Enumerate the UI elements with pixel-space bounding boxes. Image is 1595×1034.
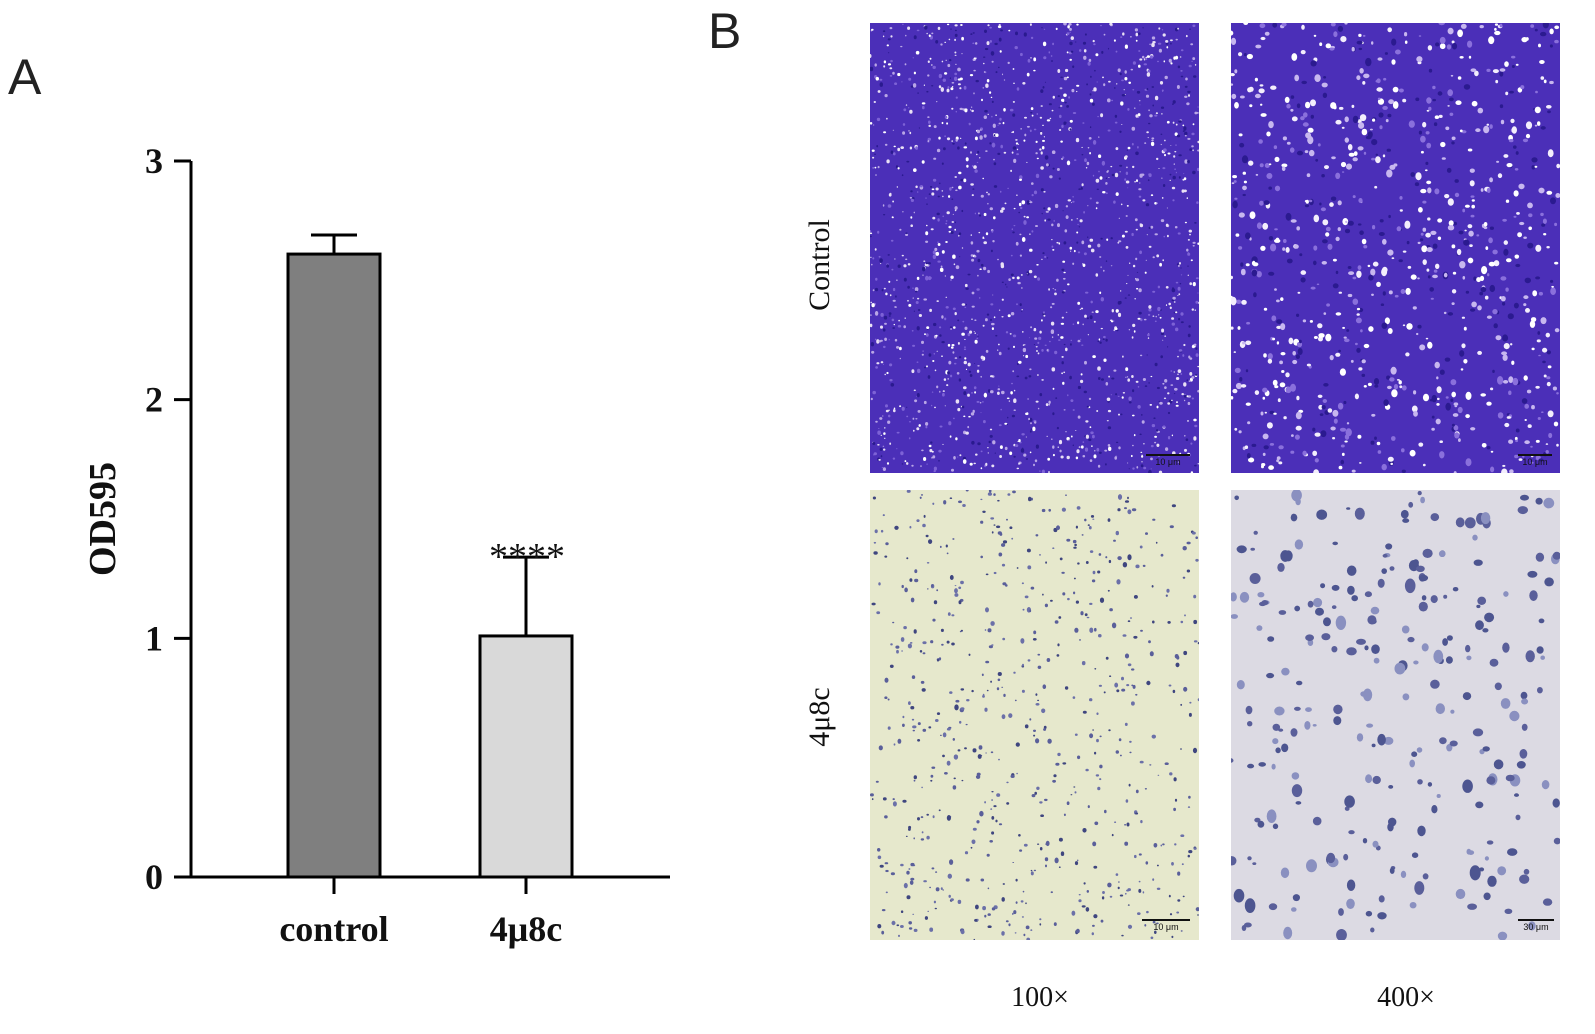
col-label-100x: 100× <box>1011 982 1069 1013</box>
significance-marker: **** <box>489 536 565 578</box>
cell-spots <box>1231 490 1560 940</box>
micrograph-4u8c-100x <box>870 490 1199 940</box>
scale-bar-label: 10 μm <box>1522 457 1548 467</box>
bar-chart: 0 1 2 3 control 4μ8c **** OD595 <box>82 141 670 949</box>
row-label-4u8c: 4μ8c <box>803 687 836 747</box>
y-axis-title: OD595 <box>82 462 124 576</box>
stain-texture <box>1231 23 1560 473</box>
y-tick-label: 2 <box>145 380 163 420</box>
stain-texture <box>870 23 1199 473</box>
scale-bar: 10 μm <box>1518 454 1552 468</box>
x-tick-label: control <box>279 909 388 949</box>
bar-control <box>286 252 382 879</box>
y-tick-label: 0 <box>145 857 163 897</box>
panel-label-a: A <box>8 49 42 105</box>
scale-bar: 10 μm <box>1146 454 1190 468</box>
scale-bar-label: 10 μm <box>1153 922 1179 932</box>
x-tick-label: 4μ8c <box>490 909 562 949</box>
micrograph-control-100x <box>870 23 1199 473</box>
bar-4u8c <box>478 634 574 879</box>
scale-bar: 10 μm <box>1142 919 1190 933</box>
micrograph-4u8c-400x <box>1231 490 1560 940</box>
panel-label-b: B <box>708 3 742 59</box>
cell-spots <box>870 490 1199 940</box>
col-label-400x: 400× <box>1377 982 1435 1013</box>
y-tick-label: 3 <box>145 141 163 181</box>
row-label-control: Control <box>803 219 836 311</box>
y-tick-label: 1 <box>145 618 163 658</box>
scale-bar: 30 μm <box>1518 919 1554 933</box>
micrograph-control-400x <box>1231 23 1560 473</box>
scale-bar-label: 30 μm <box>1523 922 1549 932</box>
scale-bar-label: 10 μm <box>1155 457 1181 467</box>
